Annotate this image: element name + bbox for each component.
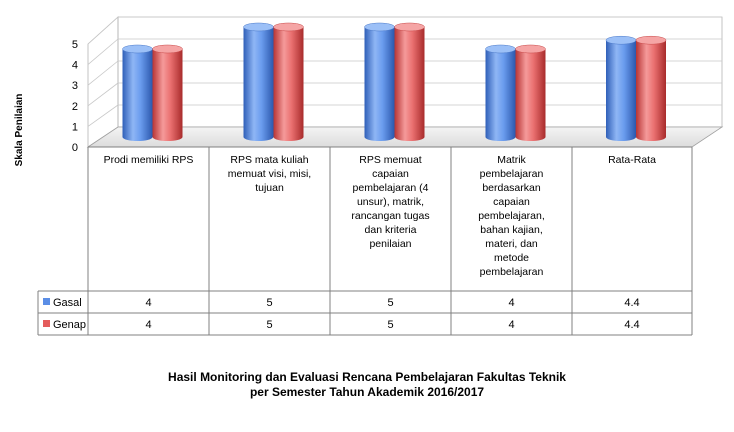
y-tick-label: 1	[72, 121, 78, 133]
data-label: 4	[145, 297, 151, 309]
chart-caption: Hasil Monitoring dan Evaluasi Rencana Pe…	[0, 370, 734, 400]
legend-key-gasal	[43, 298, 50, 305]
caption-line-1: Hasil Monitoring dan Evaluasi Rencana Pe…	[168, 370, 566, 384]
data-label: 4	[508, 297, 514, 309]
data-label: 4.4	[624, 297, 639, 309]
y-tick-label: 0	[72, 142, 78, 154]
category-label: Prodi memiliki RPS	[104, 154, 194, 166]
bars	[122, 22, 667, 142]
gridline-side	[87, 38, 119, 65]
y-tick-label: 2	[72, 101, 78, 113]
data-table: Prodi memiliki RPS RPS mata kuliah memuat …	[37, 146, 693, 336]
bar-gasal	[122, 44, 153, 141]
y-tick-label: 5	[72, 39, 78, 51]
y-tick-label: 4	[72, 60, 78, 72]
bar-gasal	[485, 44, 516, 141]
data-label: 4	[508, 319, 514, 331]
data-label: 4	[145, 319, 151, 331]
bar-gasal	[605, 35, 637, 142]
bar-genap	[635, 35, 667, 142]
data-label: 4.4	[624, 319, 639, 331]
category-label: Matrik pembelajaran berdasarkan capaian pemb…	[478, 154, 545, 278]
data-label: 5	[387, 319, 393, 331]
legend-label-gasal: Gasal	[53, 297, 82, 309]
y-axis-ticks: 0 1 2 3 4 5	[72, 39, 78, 154]
y-tick-label: 3	[72, 80, 78, 92]
bar-genap	[273, 22, 304, 141]
gridline-side	[87, 104, 119, 127]
bar-genap	[394, 22, 425, 141]
caption-line-2: per Semester Tahun Akademik 2016/2017	[249, 385, 485, 399]
legend-key-genap	[43, 320, 50, 327]
category-label: RPS mata kuliah memuat visi, misi, tujuan	[228, 154, 311, 194]
gridline-side	[87, 82, 119, 107]
gridline-side	[87, 16, 119, 45]
bar-genap	[152, 44, 183, 141]
legend-label-genap: Genap	[53, 319, 86, 331]
bar-gasal	[243, 22, 274, 141]
data-label: 5	[266, 297, 272, 309]
gridline-side	[87, 60, 119, 86]
bar-genap	[515, 44, 546, 141]
y-axis-label: Skala Penilaian	[14, 94, 25, 167]
data-label: 5	[387, 297, 393, 309]
bar-gasal	[364, 22, 395, 141]
data-label: 5	[266, 319, 272, 331]
category-label: Rata-Rata	[608, 154, 656, 166]
category-label: RPS memuat capaian pembelajaran (4 unsur), …	[351, 154, 429, 250]
